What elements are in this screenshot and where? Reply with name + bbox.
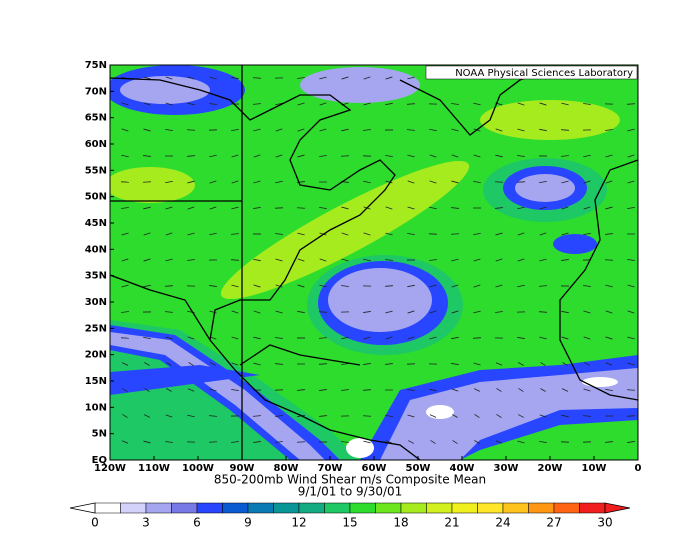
colorbar-under bbox=[70, 503, 95, 513]
colorbar-box bbox=[248, 503, 274, 513]
colorbar-label: 0 bbox=[91, 516, 99, 530]
colorbar-box bbox=[401, 503, 427, 513]
lon-label: 100W bbox=[182, 463, 214, 474]
lat-label: 70N bbox=[85, 86, 107, 97]
colorbar-box bbox=[376, 503, 402, 513]
lat-label: 60N bbox=[85, 139, 107, 150]
lat-label: 25N bbox=[85, 323, 107, 334]
colorbar-box bbox=[95, 503, 121, 513]
map-subtitle: 9/1/01 to 9/30/01 bbox=[298, 485, 403, 499]
field-blob bbox=[426, 405, 454, 419]
colorbar-label: 12 bbox=[291, 516, 306, 530]
wind-arrow bbox=[143, 182, 151, 183]
lat-label: 40N bbox=[85, 244, 107, 255]
field-blob bbox=[515, 174, 575, 202]
field-blob bbox=[582, 377, 618, 387]
colorbar-label: 27 bbox=[546, 516, 561, 530]
colorbar-box bbox=[503, 503, 529, 513]
wind-arrow bbox=[187, 130, 195, 131]
colorbar-box bbox=[121, 503, 147, 513]
field-blob bbox=[328, 268, 432, 332]
colorbar-label: 30 bbox=[597, 516, 612, 530]
colorbar-label: 24 bbox=[495, 516, 510, 530]
colorbar-box bbox=[427, 503, 453, 513]
colorbar-box bbox=[146, 503, 172, 513]
lat-label: 20N bbox=[85, 350, 107, 361]
lon-label: 30W bbox=[494, 463, 519, 474]
lat-label: 35N bbox=[85, 271, 107, 282]
shear-field bbox=[105, 65, 638, 460]
field-blob bbox=[120, 76, 210, 104]
field-blob bbox=[105, 167, 195, 203]
wind-arrow bbox=[297, 208, 305, 209]
lat-label: 45N bbox=[85, 218, 107, 229]
colorbar-box bbox=[554, 503, 580, 513]
colorbar-box bbox=[172, 503, 198, 513]
field-blob bbox=[346, 438, 374, 458]
colorbar-box bbox=[274, 503, 300, 513]
colorbar-label: 6 bbox=[193, 516, 201, 530]
wind-arrow bbox=[605, 260, 613, 261]
colorbar-box bbox=[223, 503, 249, 513]
lon-label: 20W bbox=[538, 463, 563, 474]
field-blob bbox=[300, 67, 420, 103]
colorbar-box bbox=[197, 503, 223, 513]
lat-label: 15N bbox=[85, 376, 107, 387]
lat-label: 50N bbox=[85, 192, 107, 203]
lon-label: 0 bbox=[635, 463, 642, 474]
colorbar-label: 15 bbox=[342, 516, 357, 530]
wind-arrow bbox=[451, 234, 459, 235]
lat-label: EQ bbox=[92, 455, 107, 466]
colorbar-box bbox=[580, 503, 606, 513]
colorbar: 0 3 6 9 12 15 18 21 24 27 30 bbox=[70, 503, 630, 530]
colorbar-over bbox=[605, 503, 630, 513]
colorbar-label: 9 bbox=[244, 516, 252, 530]
colorbar-box bbox=[452, 503, 478, 513]
field-blob bbox=[480, 100, 620, 140]
lon-label: 110W bbox=[138, 463, 170, 474]
colorbar-label: 21 bbox=[444, 516, 459, 530]
lat-label: 10N bbox=[85, 402, 107, 413]
colorbar-box bbox=[325, 503, 351, 513]
colorbar-label: 18 bbox=[393, 516, 408, 530]
lat-label: 5N bbox=[92, 429, 107, 440]
field-blob bbox=[553, 234, 597, 254]
lon-label: 10W bbox=[582, 463, 607, 474]
lat-label: 75N bbox=[85, 60, 107, 71]
colorbar-box bbox=[478, 503, 504, 513]
lat-label: 65N bbox=[85, 113, 107, 124]
colorbar-box bbox=[299, 503, 325, 513]
colorbar-label: 3 bbox=[142, 516, 150, 530]
lat-label: 30N bbox=[85, 297, 107, 308]
credit: NOAA Physical Sciences Laboratory bbox=[455, 68, 633, 79]
lat-label: 55N bbox=[85, 165, 107, 176]
colorbar-box bbox=[529, 503, 555, 513]
colorbar-box bbox=[350, 503, 376, 513]
